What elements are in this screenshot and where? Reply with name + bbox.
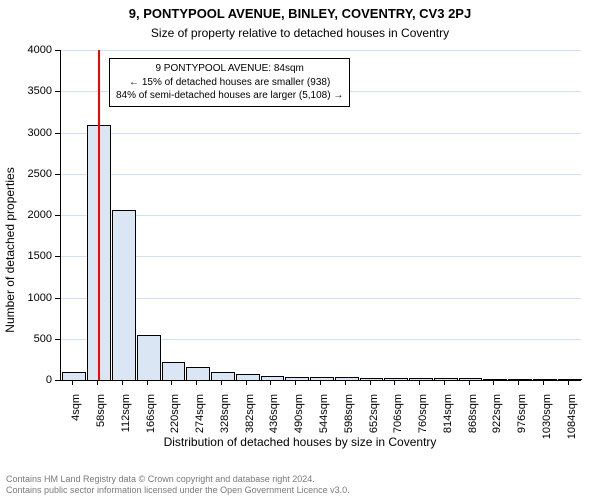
histogram-bar: [558, 379, 582, 380]
x-tick-mark: [295, 380, 296, 385]
x-tick-label: 490sqm: [293, 394, 305, 433]
histogram-bar: [236, 374, 260, 380]
x-tick-mark: [196, 380, 197, 385]
x-tick-label: 274sqm: [194, 394, 206, 433]
x-tick-mark: [419, 380, 420, 385]
y-tick-mark: [55, 256, 60, 257]
histogram-bar: [483, 379, 507, 380]
histogram-bar: [285, 377, 309, 380]
x-tick-mark: [469, 380, 470, 385]
y-tick-mark: [55, 133, 60, 134]
gridline: [61, 174, 581, 175]
chart-subtitle: Size of property relative to detached ho…: [0, 26, 600, 40]
histogram-bar: [186, 367, 210, 380]
x-tick-mark: [246, 380, 247, 385]
y-tick-label: 2000: [0, 209, 52, 221]
x-tick-label: 706sqm: [392, 394, 404, 433]
histogram-bar: [62, 372, 86, 380]
x-tick-mark: [320, 380, 321, 385]
histogram-bar: [360, 378, 384, 380]
x-tick-mark: [370, 380, 371, 385]
gridline: [61, 133, 581, 134]
y-tick-label: 500: [0, 333, 52, 345]
histogram-bar: [459, 378, 483, 380]
x-tick-label: 1084sqm: [566, 394, 578, 439]
histogram-bar: [335, 377, 359, 380]
chart-container: { "chart": { "type": "histogram", "title…: [0, 0, 600, 500]
histogram-bar: [211, 372, 235, 380]
gridline: [61, 50, 581, 51]
attribution-line-1: Contains HM Land Registry data © Crown c…: [6, 474, 350, 485]
gridline: [61, 298, 581, 299]
x-tick-mark: [221, 380, 222, 385]
y-tick-label: 2500: [0, 168, 52, 180]
x-tick-mark: [97, 380, 98, 385]
y-tick-mark: [55, 298, 60, 299]
histogram-bar: [508, 379, 532, 380]
x-tick-mark: [270, 380, 271, 385]
y-tick-label: 3000: [0, 127, 52, 139]
x-tick-label: 760sqm: [417, 394, 429, 433]
x-tick-mark: [444, 380, 445, 385]
chart-title: 9, PONTYPOOL AVENUE, BINLEY, COVENTRY, C…: [0, 6, 600, 21]
y-tick-label: 0: [0, 374, 52, 386]
y-tick-label: 1500: [0, 250, 52, 262]
x-tick-mark: [345, 380, 346, 385]
annotation-line: ← 15% of detached houses are smaller (93…: [116, 76, 343, 90]
annotation-line: 84% of semi-detached houses are larger (…: [116, 89, 343, 103]
x-tick-label: 598sqm: [343, 394, 355, 433]
histogram-bar: [137, 335, 161, 380]
x-tick-mark: [122, 380, 123, 385]
y-tick-mark: [55, 91, 60, 92]
plot-area: 9 PONTYPOOL AVENUE: 84sqm← 15% of detach…: [60, 50, 581, 381]
histogram-bar: [434, 378, 458, 380]
x-tick-mark: [568, 380, 569, 385]
y-tick-mark: [55, 215, 60, 216]
histogram-bar: [162, 362, 186, 380]
x-tick-label: 166sqm: [145, 394, 157, 433]
y-tick-label: 3500: [0, 85, 52, 97]
y-tick-mark: [55, 174, 60, 175]
histogram-bar: [384, 378, 408, 380]
histogram-bar: [409, 378, 433, 380]
x-tick-label: 220sqm: [169, 394, 181, 433]
x-tick-mark: [147, 380, 148, 385]
annotation-box: 9 PONTYPOOL AVENUE: 84sqm← 15% of detach…: [109, 58, 350, 107]
x-tick-label: 112sqm: [120, 394, 132, 432]
x-tick-label: 382sqm: [244, 394, 256, 433]
x-tick-label: 58sqm: [95, 394, 107, 427]
x-axis-title: Distribution of detached houses by size …: [0, 435, 600, 449]
x-tick-label: 1030sqm: [541, 394, 553, 439]
attribution-text: Contains HM Land Registry data © Crown c…: [6, 474, 350, 497]
x-tick-mark: [72, 380, 73, 385]
attribution-line-2: Contains public sector information licen…: [6, 485, 350, 496]
histogram-bar: [112, 210, 136, 380]
histogram-bar: [310, 377, 334, 380]
gridline: [61, 256, 581, 257]
x-tick-label: 436sqm: [268, 394, 280, 433]
y-tick-mark: [55, 339, 60, 340]
annotation-line: 9 PONTYPOOL AVENUE: 84sqm: [116, 62, 343, 76]
x-tick-label: 4sqm: [70, 394, 82, 421]
y-tick-label: 4000: [0, 44, 52, 56]
x-tick-mark: [493, 380, 494, 385]
x-tick-label: 328sqm: [219, 394, 231, 433]
y-tick-mark: [55, 380, 60, 381]
histogram-bar: [261, 376, 285, 380]
x-tick-label: 868sqm: [467, 394, 479, 433]
y-tick-mark: [55, 50, 60, 51]
gridline: [61, 215, 581, 216]
x-tick-mark: [171, 380, 172, 385]
histogram-bar: [533, 379, 557, 380]
y-tick-label: 1000: [0, 292, 52, 304]
x-tick-label: 922sqm: [491, 394, 503, 433]
x-tick-mark: [518, 380, 519, 385]
property-marker-line: [98, 50, 100, 380]
x-tick-mark: [394, 380, 395, 385]
x-tick-mark: [543, 380, 544, 385]
x-tick-label: 544sqm: [318, 394, 330, 433]
x-tick-label: 814sqm: [442, 394, 454, 433]
x-tick-label: 976sqm: [516, 394, 528, 433]
x-tick-label: 652sqm: [368, 394, 380, 433]
